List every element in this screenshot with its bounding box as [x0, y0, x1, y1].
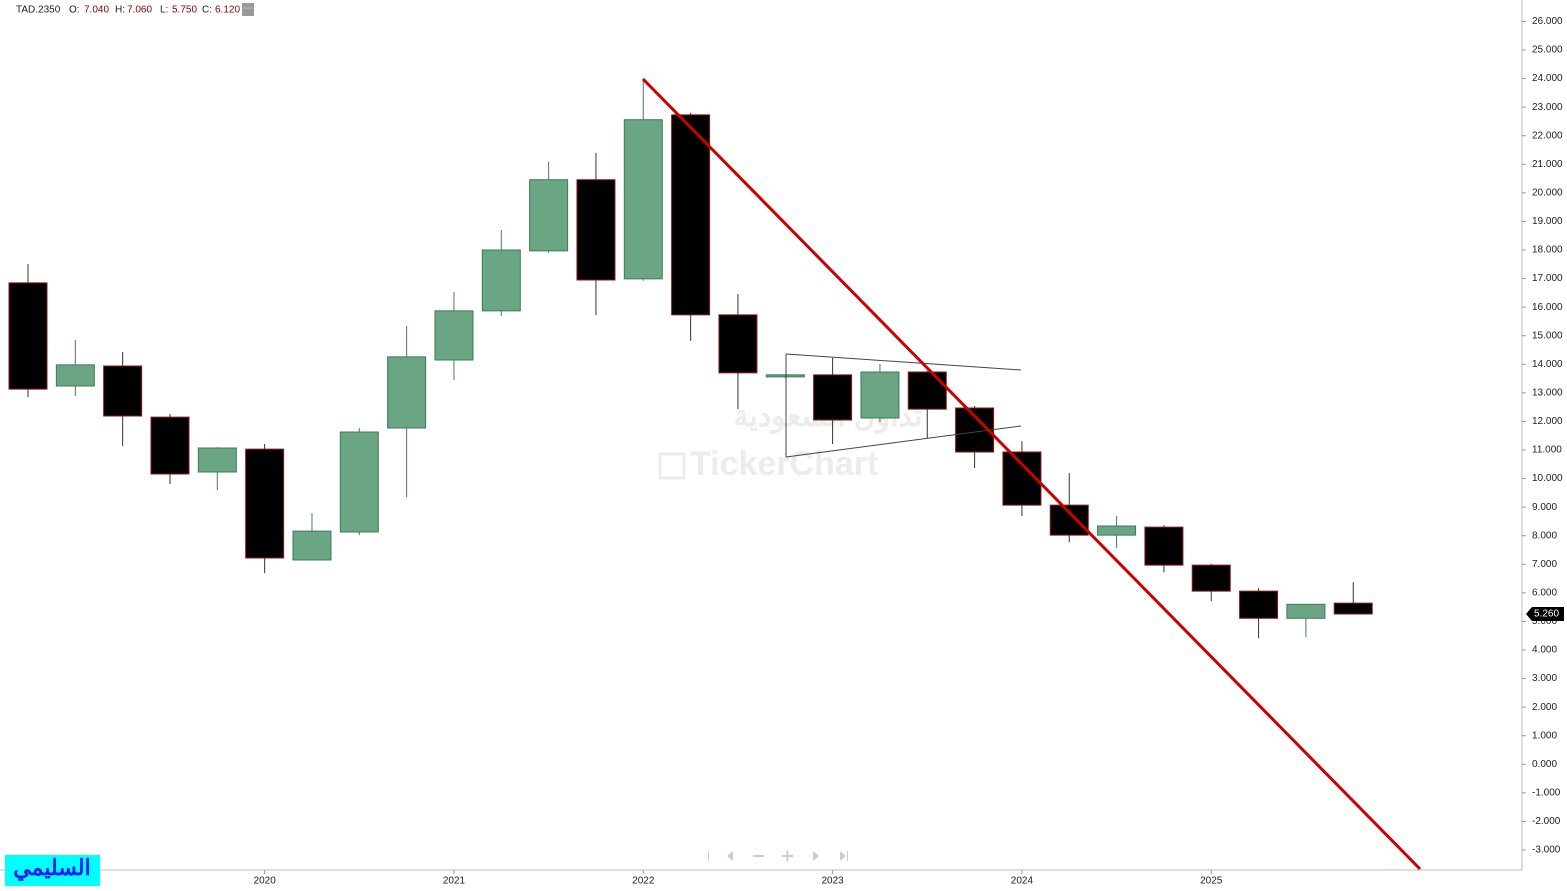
y-tick-label: 26.000 — [1532, 16, 1563, 27]
nav-end[interactable] — [840, 851, 846, 861]
candle-body — [907, 371, 947, 410]
triangle-upper — [785, 353, 1022, 371]
more-button[interactable] — [242, 3, 254, 16]
header-value: 7.060 — [127, 5, 152, 16]
candle-body — [623, 119, 663, 280]
candle-body — [387, 356, 427, 429]
y-tick-label: 14.000 — [1532, 359, 1563, 370]
header-key: O: — [69, 5, 80, 16]
badge-bg — [5, 855, 100, 886]
y-tick-label: 4.000 — [1532, 645, 1557, 656]
x-tick-label: 2021 — [443, 876, 466, 887]
nav-end-bar — [847, 851, 848, 861]
y-tick-label: 10.000 — [1532, 473, 1563, 484]
y-tick-label: 7.000 — [1532, 559, 1557, 570]
y-tick-label: 0.000 — [1532, 759, 1557, 770]
y-tick-label: 2.000 — [1532, 702, 1557, 713]
y-tick-label: -2.000 — [1532, 816, 1561, 827]
x-tick-label: 2025 — [1200, 876, 1223, 887]
y-tick-label: 18.000 — [1532, 245, 1563, 256]
nav-right[interactable] — [813, 851, 819, 861]
watermark-icon — [658, 452, 686, 480]
y-tick-label: -3.000 — [1532, 845, 1561, 856]
y-tick-label: -1.000 — [1532, 787, 1561, 798]
y-tick-label: 17.000 — [1532, 273, 1563, 284]
candle-body — [718, 314, 758, 374]
candle-body — [1333, 602, 1373, 615]
candle-body — [1049, 504, 1089, 536]
candle-body — [103, 365, 143, 417]
nav-controls — [708, 850, 848, 862]
nav-zoom-out[interactable] — [753, 855, 764, 857]
badge: السليمي — [13, 855, 90, 881]
y-tick-label: 9.000 — [1532, 502, 1557, 513]
y-tick-label: 1.000 — [1532, 730, 1557, 741]
candle-body — [860, 371, 900, 419]
y-tick-label: 13.000 — [1532, 387, 1563, 398]
candle-body — [292, 530, 332, 561]
candles — [8, 79, 1373, 639]
y-tick-label: 19.000 — [1532, 216, 1563, 227]
candle-body — [529, 179, 569, 252]
candle-body — [1097, 525, 1137, 536]
last-price-label: 5.260 — [1534, 609, 1559, 620]
x-tick-label: 2022 — [632, 876, 655, 887]
nav-sep — [708, 851, 709, 861]
y-tick-label: 3.000 — [1532, 673, 1557, 684]
candle-body — [245, 448, 285, 559]
candle-body — [481, 249, 521, 312]
y-tick-label: 21.000 — [1532, 159, 1563, 170]
y-tick-label: 25.000 — [1532, 45, 1563, 56]
candle-body — [8, 282, 48, 390]
triangle-lower — [785, 425, 1022, 458]
more-dots: ··· — [244, 2, 253, 12]
header-value: 6.120 — [215, 5, 240, 16]
y-tick-label: 6.000 — [1532, 587, 1557, 598]
y-tick-label: 15.000 — [1532, 330, 1563, 341]
candle-body — [671, 114, 711, 316]
candle-body — [1286, 603, 1326, 619]
candle-body — [1002, 451, 1042, 506]
header-key: H: — [115, 5, 125, 16]
candle-body — [576, 179, 616, 281]
candle-body — [1239, 590, 1279, 619]
nav-left[interactable] — [727, 851, 733, 861]
y-tick-label: 22.000 — [1532, 130, 1563, 141]
x-tick-label: 2024 — [1011, 876, 1034, 887]
header-value: 7.040 — [84, 5, 109, 16]
watermark-text: TickerChart — [690, 445, 878, 483]
candle-body — [813, 374, 853, 421]
candle-body — [150, 416, 190, 475]
y-tick-label: 16.000 — [1532, 302, 1563, 313]
header-key: L: — [160, 5, 168, 16]
last-price-tag — [1526, 607, 1564, 621]
y-tick-label: 12.000 — [1532, 416, 1563, 427]
candle-body — [339, 431, 379, 533]
y-tick-label: 5.000 — [1532, 616, 1557, 627]
nav-zoom-in-v — [786, 850, 789, 862]
y-tick-label: 20.000 — [1532, 187, 1563, 198]
candle-body — [197, 447, 237, 473]
candle-body — [1191, 564, 1231, 592]
header-value: 5.750 — [172, 5, 197, 16]
y-tick-label: 24.000 — [1532, 73, 1563, 84]
ohlc-header: O: 7.040 H: 7.060 L: 5.750 C: 6.120 — [69, 5, 240, 16]
candle-body — [1144, 526, 1184, 566]
x-tick-label: 2020 — [254, 876, 277, 887]
y-tick-label: 23.000 — [1532, 102, 1563, 113]
y-tick-label: 11.000 — [1532, 445, 1562, 456]
candle-body — [434, 310, 474, 361]
trend-line — [641, 77, 1422, 871]
y-tick-label: 8.000 — [1532, 530, 1557, 541]
header-key: C: — [202, 5, 212, 16]
symbol: TAD.2350 — [16, 5, 61, 16]
candle-body — [765, 374, 805, 378]
candle-body — [55, 364, 95, 387]
x-tick-label: 2023 — [821, 876, 844, 887]
